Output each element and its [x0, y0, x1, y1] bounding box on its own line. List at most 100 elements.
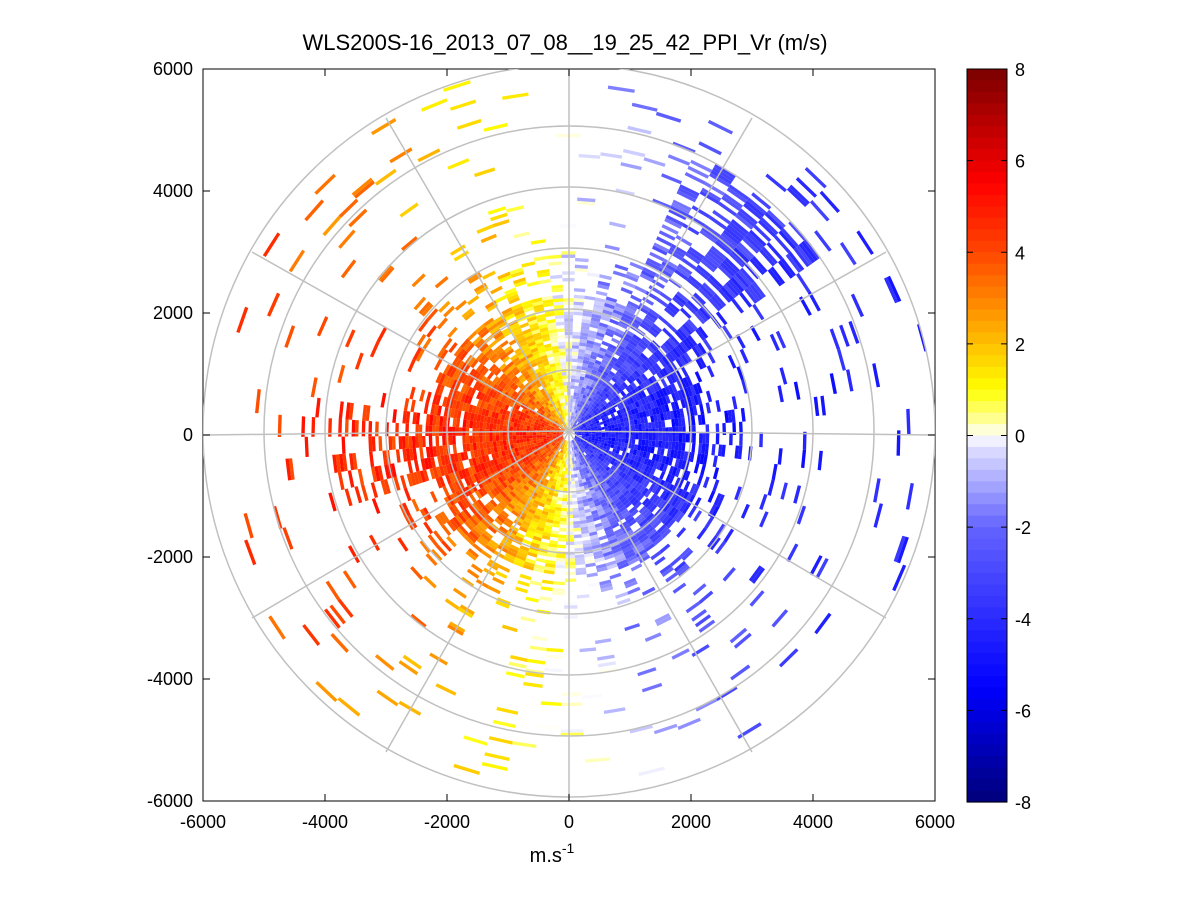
- velocity-cell: [594, 487, 600, 493]
- velocity-cell: [448, 483, 456, 494]
- velocity-cell: [662, 342, 672, 352]
- velocity-cell: [577, 418, 581, 423]
- velocity-cell: [571, 408, 574, 413]
- velocity-cell: [685, 601, 701, 614]
- velocity-cell: [795, 177, 818, 198]
- velocity-cell: [688, 246, 705, 260]
- velocity-cell: [499, 340, 509, 348]
- velocity-cell: [543, 418, 548, 422]
- velocity-cell: [681, 442, 686, 452]
- velocity-cell: [580, 332, 589, 337]
- velocity-cell: [721, 195, 741, 211]
- velocity-cell: [549, 433, 553, 436]
- velocity-cell: [517, 446, 522, 452]
- velocity-cell: [442, 396, 448, 407]
- velocity-cell: [594, 522, 603, 528]
- velocity-cell: [751, 192, 772, 210]
- velocity-cell: [638, 766, 665, 777]
- velocity-cell: [542, 433, 547, 436]
- colorbar-band: [967, 217, 1007, 230]
- velocity-cell: [727, 409, 733, 423]
- velocity-cell: [689, 395, 696, 406]
- velocity-cell: [708, 215, 727, 230]
- velocity-cell: [485, 544, 496, 554]
- velocity-cell: [512, 328, 523, 336]
- velocity-cell: [547, 457, 552, 462]
- velocity-cell: [442, 416, 447, 427]
- velocity-cell: [565, 461, 569, 465]
- velocity-cell: [425, 446, 431, 458]
- velocity-cell: [495, 485, 503, 493]
- velocity-cell: [553, 449, 558, 454]
- velocity-cell: [574, 446, 577, 450]
- velocity-cell: [577, 439, 581, 442]
- velocity-cell: [589, 463, 594, 468]
- velocity-cell: [573, 520, 581, 525]
- velocity-cell: [605, 384, 611, 391]
- velocity-cell: [519, 511, 527, 518]
- velocity-cell: [584, 411, 589, 416]
- velocity-cell: [558, 422, 562, 426]
- velocity-cell: [513, 309, 525, 317]
- velocity-cell: [546, 404, 551, 409]
- velocity-cell: [700, 259, 716, 273]
- velocity-cell: [668, 474, 675, 484]
- velocity-cell: [464, 520, 474, 531]
- velocity-cell: [553, 416, 558, 421]
- velocity-cell: [704, 516, 714, 530]
- velocity-cell: [576, 448, 580, 452]
- velocity-cell: [302, 624, 321, 646]
- velocity-cell: [531, 350, 540, 357]
- velocity-cell: [549, 335, 558, 341]
- velocity-cell: [544, 478, 550, 484]
- velocity-cell: [699, 229, 717, 244]
- velocity-cell: [596, 332, 605, 338]
- velocity-cell: [661, 528, 672, 539]
- velocity-cell: [676, 500, 685, 511]
- velocity-cell: [735, 244, 752, 261]
- velocity-cell: [574, 412, 577, 417]
- velocity-cell: [517, 374, 525, 381]
- velocity-cell: [471, 405, 477, 414]
- velocity-cell: [545, 522, 553, 527]
- velocity-cell: [665, 214, 684, 226]
- velocity-cell: [478, 521, 488, 531]
- velocity-cell: [531, 474, 538, 481]
- velocity-cell: [660, 378, 668, 388]
- velocity-cell: [564, 447, 567, 451]
- chart-title: WLS200S-16_2013_07_08__19_25_42_PPI_Vr (…: [302, 30, 827, 55]
- velocity-cell: [543, 302, 554, 308]
- velocity-cell: [595, 434, 599, 437]
- velocity-cell: [585, 407, 589, 412]
- velocity-cell: [495, 347, 504, 356]
- velocity-cell: [444, 598, 460, 611]
- velocity-cell: [744, 287, 758, 304]
- velocity-cell: [555, 458, 559, 463]
- velocity-cell: [664, 395, 671, 404]
- velocity-cell: [596, 451, 601, 456]
- velocity-cell: [645, 290, 658, 301]
- velocity-cell: [612, 472, 619, 479]
- velocity-cell: [737, 211, 756, 228]
- velocity-cell: [551, 499, 557, 504]
- velocity-cell: [413, 459, 420, 472]
- velocity-cell: [597, 455, 602, 460]
- velocity-cell: [661, 404, 667, 413]
- velocity-cell: [603, 442, 608, 447]
- velocity-cell: [573, 534, 582, 539]
- velocity-cell: [682, 323, 693, 335]
- velocity-cell: [574, 554, 585, 559]
- velocity-cell: [588, 434, 592, 437]
- velocity-cell: [630, 381, 637, 389]
- velocity-cell: [694, 614, 712, 628]
- velocity-cell: [615, 531, 625, 538]
- velocity-cell: [566, 518, 574, 522]
- velocity-cell: [512, 306, 524, 314]
- velocity-cell: [643, 396, 650, 404]
- velocity-cell: [533, 255, 548, 262]
- velocity-cell: [571, 371, 576, 376]
- velocity-cell: [649, 393, 656, 402]
- velocity-cell: [546, 319, 556, 324]
- colorbar-band: [967, 653, 1007, 666]
- velocity-cell: [511, 497, 520, 505]
